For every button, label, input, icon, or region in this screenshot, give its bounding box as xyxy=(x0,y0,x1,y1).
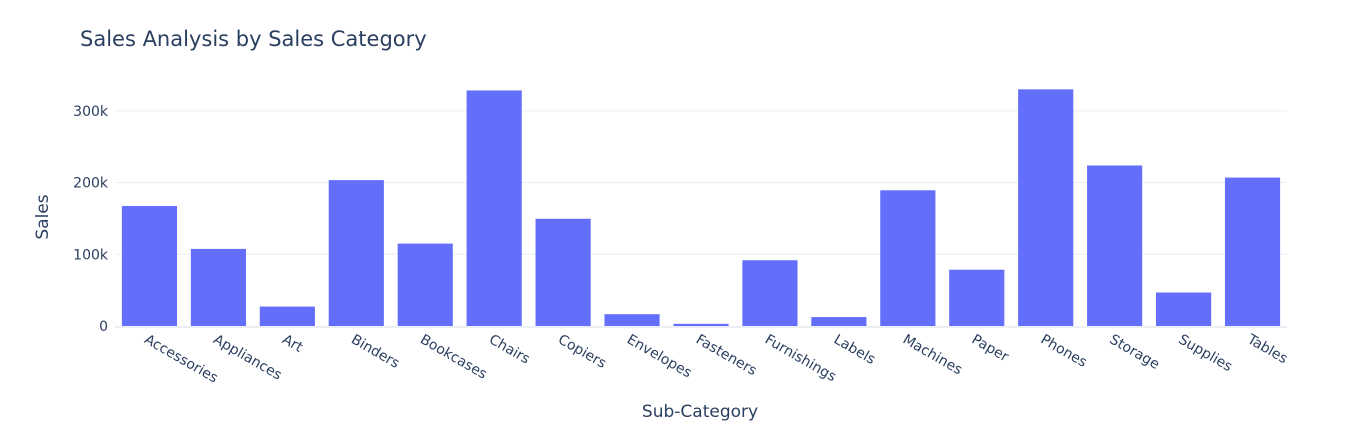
bar-furnishings[interactable] xyxy=(742,260,798,326)
x-tick-label: Copiers xyxy=(555,332,609,372)
x-tick-label: Art xyxy=(279,332,305,357)
x-tick-label: Storage xyxy=(1107,332,1162,373)
y-tick-label: 100k xyxy=(73,247,109,263)
bar-chairs[interactable] xyxy=(466,90,522,327)
bar-labels[interactable] xyxy=(811,317,867,326)
y-tick-label: 200k xyxy=(73,176,109,192)
x-tick-label: Envelopes xyxy=(624,332,694,382)
x-tick-label: Accessories xyxy=(141,332,220,387)
x-tick-label: Furnishings xyxy=(762,332,839,386)
y-tick-label: 0 xyxy=(99,319,108,335)
x-tick-label: Tables xyxy=(1244,331,1291,367)
bar-copiers[interactable] xyxy=(535,218,591,326)
y-tick-label: 300k xyxy=(73,104,109,120)
bar-machines[interactable] xyxy=(880,190,936,326)
bar-fasteners[interactable] xyxy=(673,323,729,326)
x-tick-label: Phones xyxy=(1038,332,1090,371)
bar-binders[interactable] xyxy=(328,180,384,326)
bar-tables[interactable] xyxy=(1224,177,1281,326)
x-tick-label: Labels xyxy=(831,332,878,368)
bar-accessories[interactable] xyxy=(121,205,178,326)
bar-appliances[interactable] xyxy=(190,248,246,326)
x-tick-label: Fasteners xyxy=(693,332,759,379)
bar-bookcases[interactable] xyxy=(397,243,453,326)
x-tick-label: Chairs xyxy=(486,332,532,368)
x-tick-label: Binders xyxy=(348,332,402,372)
x-tick-label: Bookcases xyxy=(417,332,489,383)
bar-art[interactable] xyxy=(259,306,315,326)
bar-supplies[interactable] xyxy=(1156,292,1212,326)
bar-phones[interactable] xyxy=(1018,89,1074,327)
bar-storage[interactable] xyxy=(1087,165,1143,326)
chart-title: Sales Analysis by Sales Category xyxy=(80,27,427,51)
x-tick-label: Supplies xyxy=(1176,332,1235,375)
bar-paper[interactable] xyxy=(949,269,1005,326)
x-tick-label: Paper xyxy=(969,332,1012,366)
x-tick-label: Machines xyxy=(900,332,965,379)
y-axis-ticks: 0 100k 200k 300k xyxy=(73,104,109,335)
bars xyxy=(121,89,1281,327)
bar-envelopes[interactable] xyxy=(604,314,660,326)
x-tick-label: Appliances xyxy=(210,332,284,384)
x-axis-title: Sub-Category xyxy=(642,402,758,422)
y-axis-title: Sales xyxy=(33,194,53,239)
